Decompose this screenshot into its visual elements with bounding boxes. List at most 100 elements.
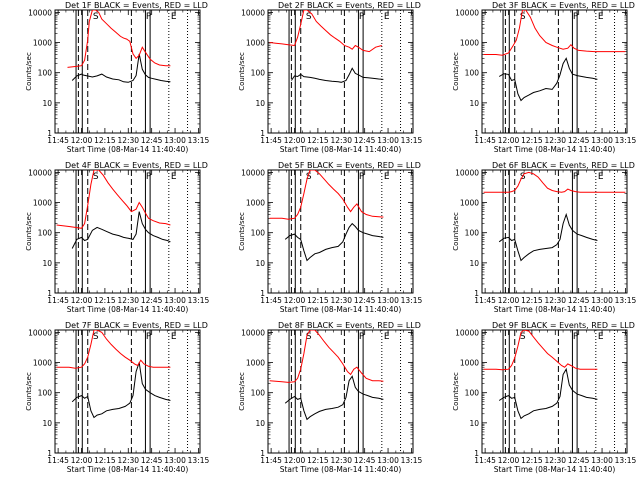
plot-series-group	[483, 330, 598, 420]
plot-series-group	[483, 171, 626, 262]
x-tick-label: 12:45	[354, 136, 376, 145]
panel-title: Det 8F BLACK = Events, RED = LLD	[278, 321, 421, 330]
flare-marker-E: E	[598, 12, 604, 22]
y-tick-label: 10000	[455, 328, 479, 337]
x-axis-label: Start Time (08-Mar-14 11:40:40)	[67, 465, 189, 474]
panel-title: Det 5F BLACK = Events, RED = LLD	[278, 161, 421, 170]
y-tick-label: 100	[465, 69, 480, 78]
x-tick-label: 13:15	[615, 456, 637, 465]
x-tick-label: 12:15	[94, 456, 116, 465]
detector-panel-4: Det 4F BLACK = Events, RED = LLD 1 10 100 10…	[25, 161, 209, 314]
y-tick-label: 1000	[33, 359, 52, 368]
y-tick-label: 1	[260, 129, 265, 138]
plot-frame	[54, 169, 201, 294]
x-axis-label: Start Time (08-Mar-14 11:40:40)	[494, 145, 616, 154]
x-tick-label: 11:45	[474, 456, 496, 465]
detector-panel-3: Det 3F BLACK = Events, RED = LLD 1 10 100 10…	[452, 1, 636, 154]
y-tick-label: 100	[251, 69, 266, 78]
lld-series-line	[269, 330, 384, 383]
lld-series-line	[483, 330, 598, 371]
y-tick-label: 100	[38, 69, 53, 78]
panel-title: Det 4F BLACK = Events, RED = LLD	[65, 161, 208, 170]
flare-marker-S: S	[93, 332, 99, 342]
x-axis-label: Start Time (08-Mar-14 11:40:40)	[494, 305, 616, 314]
y-tick-label: 100	[465, 389, 480, 398]
flare-marker-P: P	[146, 12, 152, 22]
x-tick-label: 12:30	[330, 296, 352, 305]
y-tick-label: 100	[38, 229, 53, 238]
y-tick-label: 100	[38, 389, 53, 398]
x-tick-label: 12:30	[544, 296, 566, 305]
x-tick-label: 11:45	[47, 136, 69, 145]
x-tick-label: 13:00	[377, 456, 399, 465]
x-tick-label: 11:45	[47, 456, 69, 465]
x-tick-label: 12:00	[284, 296, 306, 305]
x-tick-label: 13:15	[615, 296, 637, 305]
x-tick-label: 12:45	[354, 296, 376, 305]
y-tick-label: 1	[47, 449, 52, 458]
flare-marker-S: S	[520, 172, 526, 182]
panel-title: Det 1F BLACK = Events, RED = LLD	[65, 1, 208, 10]
flare-marker-S: S	[93, 12, 99, 22]
events-series-line	[284, 375, 384, 421]
x-tick-label: 12:00	[71, 296, 93, 305]
y-tick-label: 10000	[28, 8, 52, 17]
y-axis-label: Counts/sec	[238, 372, 246, 411]
detector-panel-7: Det 7F BLACK = Events, RED = LLD 1 10 100 10…	[25, 321, 209, 474]
events-series-line	[498, 57, 598, 102]
x-tick-label: 12:00	[71, 136, 93, 145]
lld-series-line	[269, 170, 384, 220]
x-tick-label: 12:15	[307, 456, 329, 465]
plot-frame	[481, 9, 628, 134]
y-tick-label: 1000	[460, 199, 479, 208]
x-tick-label: 12:15	[521, 456, 543, 465]
y-tick-label: 10000	[241, 328, 265, 337]
x-tick-label: 12:00	[498, 456, 520, 465]
x-tick-label: 11:45	[260, 456, 282, 465]
y-tick-label: 100	[251, 389, 266, 398]
x-tick-label: 12:30	[330, 456, 352, 465]
flare-marker-P: P	[573, 12, 579, 22]
y-axis-label: Counts/sec	[452, 212, 460, 251]
y-tick-label: 10000	[241, 8, 265, 17]
x-tick-label: 12:00	[498, 296, 520, 305]
y-tick-label: 10	[469, 259, 479, 268]
x-tick-label: 13:00	[164, 456, 186, 465]
flare-marker-E: E	[598, 332, 604, 342]
x-tick-label: 12:30	[544, 136, 566, 145]
y-tick-label: 10000	[455, 8, 479, 17]
y-tick-label: 10000	[28, 328, 52, 337]
events-series-line	[71, 53, 171, 83]
x-tick-label: 13:00	[591, 296, 613, 305]
y-tick-label: 10	[42, 99, 52, 108]
flare-marker-S: S	[520, 332, 526, 342]
flare-marker-P: P	[359, 12, 365, 22]
y-axis-label: Counts/sec	[25, 212, 33, 251]
y-tick-label: 1	[260, 449, 265, 458]
y-axis-label: Counts/sec	[452, 52, 460, 91]
flare-marker-S: S	[93, 172, 99, 182]
x-tick-label: 12:45	[568, 456, 590, 465]
lld-series-line	[483, 171, 626, 193]
plot-series-group	[269, 170, 384, 262]
y-axis-label: Counts/sec	[452, 372, 460, 411]
x-tick-label: 13:15	[401, 136, 423, 145]
x-tick-label: 12:30	[117, 296, 139, 305]
lld-series-line	[56, 170, 171, 229]
panel-title: Det 7F BLACK = Events, RED = LLD	[65, 321, 208, 330]
x-tick-label: 13:00	[591, 456, 613, 465]
lld-series-line	[56, 330, 171, 369]
panel-title: Det 9F BLACK = Events, RED = LLD	[492, 321, 635, 330]
flare-marker-E: E	[171, 332, 177, 342]
detector-panel-8: Det 8F BLACK = Events, RED = LLD 1 10 100 10…	[238, 321, 422, 474]
y-tick-label: 1000	[246, 39, 265, 48]
y-tick-label: 10000	[28, 168, 52, 177]
x-tick-label: 13:15	[188, 456, 210, 465]
events-series-line	[498, 367, 598, 420]
plot-frame	[481, 329, 628, 454]
y-tick-label: 10	[255, 99, 265, 108]
lld-series-line	[67, 10, 171, 68]
x-tick-label: 13:00	[164, 136, 186, 145]
flare-marker-P: P	[359, 332, 365, 342]
